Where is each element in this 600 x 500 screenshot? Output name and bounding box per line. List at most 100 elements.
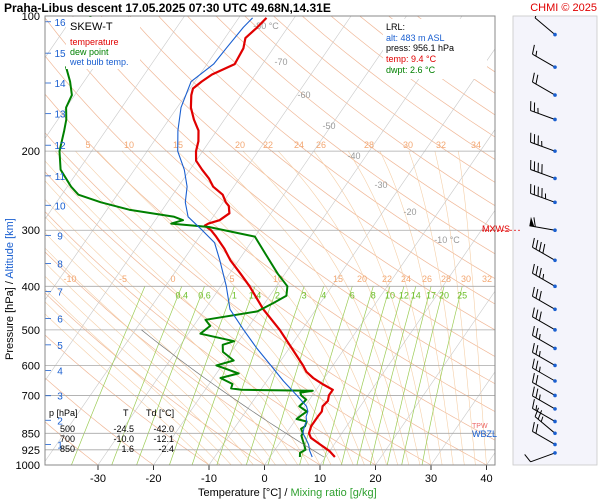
wind-barb-dot [553, 393, 557, 398]
wind-barb-dot [553, 228, 557, 233]
background-lines [45, 16, 495, 465]
wind-barb-flag [531, 342, 535, 353]
wind-barb-flag [531, 286, 535, 297]
isotherm [45, 16, 130, 139]
wind-barb-dot [553, 431, 557, 436]
moist-adiabat-label: 28 [441, 274, 451, 284]
wind-barb-flag [531, 399, 535, 409]
moist-adiabat-label: 20 [357, 274, 367, 284]
x-axis-label: Temperature [°C] / Mixing ratio [g/kg] [198, 487, 377, 499]
wind-barb-half [540, 416, 544, 422]
wind-barb-flag [535, 360, 539, 371]
wind-barbs [524, 16, 557, 463]
wind-barb-flag [531, 263, 535, 274]
wind-barb-shaft [530, 169, 556, 179]
table-cell: -10.0 [113, 434, 134, 444]
wind-barb-flag [535, 309, 539, 319]
wind-barb-flag [535, 265, 539, 276]
legend-wetbulb: wet bulb temp. [69, 57, 129, 67]
altitude-tick-label: 2 [57, 416, 63, 427]
wind-barb [531, 237, 557, 263]
wind-barb [534, 16, 557, 37]
dry-adiabat-label: -70 [274, 57, 287, 67]
mixing-ratio-label: 25 [457, 290, 467, 300]
lrl-temperature: temp: 9.4 °C [386, 54, 437, 64]
wind-barb-flag [535, 74, 539, 85]
moist-adiabat-label: 26 [316, 140, 326, 150]
wind-barb-shaft [530, 452, 556, 463]
copyright-label: CHMI © 2025 [530, 2, 597, 14]
wind-barb-dot [553, 176, 557, 181]
wind-barb-flag [531, 422, 535, 432]
wind-barb-dot [553, 65, 557, 69]
plot-frame [44, 15, 496, 466]
wbzl-label: WBZL [472, 429, 497, 439]
wind-barb-dot [553, 307, 557, 312]
isotherm [45, 16, 185, 220]
moist-adiabat-label: 24 [294, 140, 304, 150]
pressure-tick-label: 925 [22, 445, 40, 457]
altitude-tick-label: 16 [54, 18, 66, 29]
pressure-tick-label: 850 [22, 428, 40, 440]
dry-adiabat-label: -60 [297, 90, 310, 100]
dry-adiabat-label: -10 °C [434, 235, 460, 245]
moist-adiabat-label: 30 [403, 140, 413, 150]
lrl-title: LRL: [386, 22, 405, 32]
table-cell: -12.1 [153, 434, 174, 444]
wind-barb [531, 307, 557, 332]
dry-adiabat-label: -20 [403, 207, 416, 217]
wind-barb-dot [553, 200, 557, 205]
wind-barb-flag [537, 410, 543, 420]
altitude-tick-label: 14 [54, 79, 66, 90]
moist-adiabat-label: 20 [235, 140, 245, 150]
mixing-ratio-label: 3 [302, 290, 307, 300]
temperature-tick-label: -10 [201, 473, 217, 485]
wind-barb-dot [553, 149, 557, 153]
altitude-tick-label: 7 [57, 288, 63, 299]
summary-table: p [hPa] T Td [°C] 500 -24.5 -42.0 700 -1… [49, 408, 174, 454]
dry-adiabat [72, 16, 495, 357]
lrl-pressure: press: 956.1 hPa [386, 43, 454, 53]
mixing-ratio-label: 0.6 [198, 290, 211, 300]
moist-adiabat-label: 32 [436, 140, 446, 150]
moist-adiabat-label: -5 [119, 274, 127, 284]
lrl-altitude: alt: 483 m ASL [386, 33, 445, 43]
moist-adiabat-label: 22 [382, 274, 392, 284]
wind-barb [531, 342, 557, 368]
wind-barb-shaft [532, 408, 556, 422]
wind-barb-flag [535, 344, 539, 355]
wind-barb-shaft [534, 17, 556, 35]
wind-barb-flag [535, 375, 539, 385]
parcel-path [141, 329, 325, 458]
wind-barb-flag [531, 237, 535, 248]
mixing-ratio-label: 12 [399, 290, 409, 300]
pressure-tick-label: 300 [22, 225, 40, 237]
wind-barb-half [542, 273, 545, 280]
wind-barb-flag [535, 288, 539, 299]
profile-temperature [189, 17, 336, 458]
isotherm [97, 16, 407, 465]
wind-barb-shaft [532, 295, 556, 310]
wind-barb-half [538, 350, 541, 357]
altitude-tick-label: 10 [54, 201, 66, 212]
wind-barb [530, 160, 557, 181]
dry-adiabat-label: -30 [374, 180, 387, 190]
wind-barb-shaft [532, 367, 556, 382]
altitude-tick-label: 8 [57, 260, 63, 271]
dry-adiabat [100, 16, 495, 331]
moist-adiabat-label: 26 [422, 274, 432, 284]
wind-barb-flag [538, 311, 542, 321]
isotherm [45, 16, 352, 462]
wind-barb-half [535, 405, 538, 411]
mixing-ratio-label: 14 [411, 290, 421, 300]
mixing-ratio-label: 17 [426, 290, 436, 300]
table-cell: -42.0 [153, 424, 174, 434]
altitude-tick-label: 12 [54, 141, 66, 152]
wind-barb [530, 183, 557, 205]
wind-barb-dot [553, 419, 557, 424]
isotherm [45, 16, 241, 301]
table-header-t: T [123, 408, 129, 418]
pressure-tick-label: 100 [22, 11, 40, 23]
wind-barb-dot [553, 32, 557, 37]
dry-adiabat-label: -50 [322, 121, 335, 131]
